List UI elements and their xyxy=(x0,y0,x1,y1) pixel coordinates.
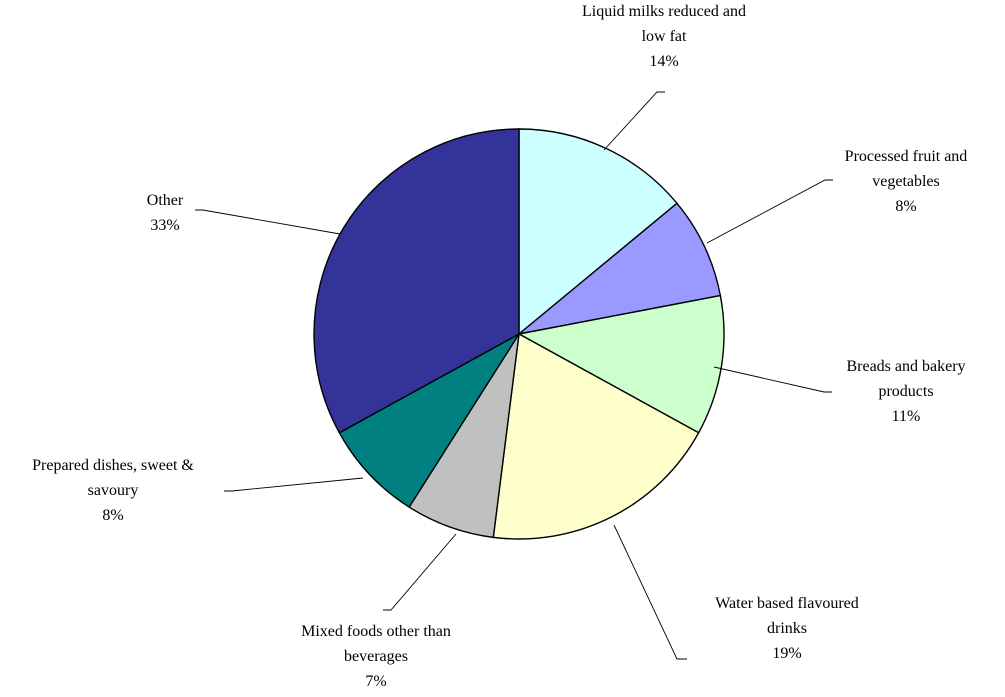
slice-percent-label: 8% xyxy=(895,198,916,215)
slice-labels: Liquid milks reduced and low fat 14% Proces… xyxy=(32,3,967,690)
leader-line-breads-and-bakery-products xyxy=(713,366,832,393)
slice-name-line: Liquid milks reduced and xyxy=(582,3,746,20)
slice-name-line: drinks xyxy=(767,620,807,637)
leader-line-mixed-foods-other-than-beverages xyxy=(383,533,457,611)
slice-percent-label: 8% xyxy=(102,507,123,524)
slice-name-line: products xyxy=(878,383,933,400)
slice-name-line: savoury xyxy=(88,482,139,499)
slice-label-breads-and-bakery-products: Breads and bakery products 11% xyxy=(846,358,965,425)
slice-name-line: Other xyxy=(147,192,184,209)
slice-label-processed-fruit-and-vegetables: Processed fruit and vegetables 8% xyxy=(845,148,968,215)
slice-name-line: beverages xyxy=(344,648,408,665)
slice-name-line: vegetables xyxy=(872,173,940,190)
slice-name-line: Processed fruit and xyxy=(845,148,968,165)
slice-label-mixed-foods-other-than-beverages: Mixed foods other than beverages 7% xyxy=(301,623,451,690)
leader-line-prepared-dishes-sweet-savoury xyxy=(224,477,364,492)
slice-name-line: low fat xyxy=(642,28,687,45)
pie-slice-water-based-flavoured-drinks xyxy=(492,332,700,540)
pie-slice-liquid-milks-reduced-and-low-fat xyxy=(518,128,678,336)
slice-name-line: Breads and bakery xyxy=(846,358,965,375)
leader-line-other xyxy=(195,209,341,235)
slice-label-other: Other 33% xyxy=(147,192,184,234)
slice-percent-label: 19% xyxy=(772,645,801,662)
slice-percent-label: 7% xyxy=(365,673,386,690)
pie-slice-breads-and-bakery-products xyxy=(516,294,725,434)
slice-label-water-based-flavoured-drinks: Water based flavoured drinks 19% xyxy=(715,595,859,662)
slice-percent-label: 11% xyxy=(892,408,921,425)
slice-name-line: Prepared dishes, sweet & xyxy=(32,457,194,474)
pie-slice-prepared-dishes-sweet-savoury xyxy=(338,333,520,509)
slice-percent-label: 14% xyxy=(649,53,678,70)
slice-label-liquid-milks-reduced-and-low-fat: Liquid milks reduced and low fat 14% xyxy=(582,3,746,70)
slice-name-line: Mixed foods other than xyxy=(301,623,451,640)
slice-name-line: Water based flavoured xyxy=(715,595,859,612)
leader-line-water-based-flavoured-drinks xyxy=(613,524,687,660)
pie-slices xyxy=(313,128,725,540)
slice-percent-label: 33% xyxy=(150,217,179,234)
leader-line-processed-fruit-and-vegetables xyxy=(706,179,833,244)
pie-slice-processed-fruit-and-vegetables xyxy=(518,202,722,335)
leader-lines xyxy=(195,91,833,660)
leader-line-liquid-milks-reduced-and-low-fat xyxy=(603,91,665,151)
pie-slice-other xyxy=(313,128,520,434)
slice-label-prepared-dishes-sweet-savoury: Prepared dishes, sweet & savoury 8% xyxy=(32,457,194,524)
